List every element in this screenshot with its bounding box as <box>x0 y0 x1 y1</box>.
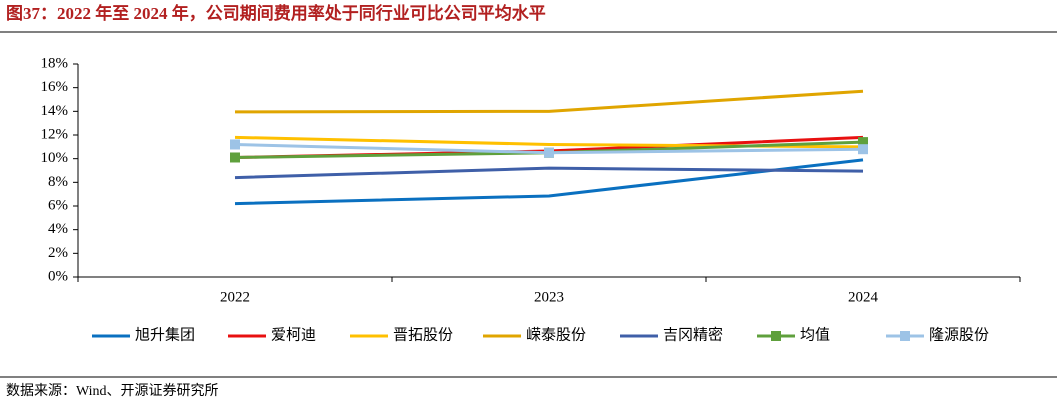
y-tick-label: 8% <box>48 174 68 190</box>
legend-label: 旭升集团 <box>135 326 195 343</box>
x-tick-label: 2022 <box>220 289 250 305</box>
source: 数据来源：Wind、开源证券研究所 <box>6 383 219 399</box>
point-marker <box>230 152 240 163</box>
y-tick-label: 4% <box>48 221 68 237</box>
legend-label: 嵘泰股份 <box>526 326 586 343</box>
legend-marker <box>771 331 781 341</box>
y-tick-label: 6% <box>48 197 68 213</box>
y-tick-label: 18% <box>41 55 69 71</box>
legend-label: 吉冈精密 <box>663 326 723 343</box>
y-tick-label: 14% <box>41 103 69 119</box>
legend-label: 爱柯迪 <box>271 326 316 343</box>
legend-label: 隆源股份 <box>929 326 989 343</box>
x-tick-label: 2023 <box>534 289 564 305</box>
series-line <box>234 89 864 114</box>
point-marker <box>858 137 868 148</box>
point-marker <box>230 139 240 150</box>
series-line <box>234 166 864 180</box>
y-tick-label: 12% <box>41 126 69 142</box>
legend-label: 均值 <box>800 326 830 343</box>
y-tick-label: 10% <box>41 150 69 166</box>
point-marker <box>858 144 868 155</box>
y-tick-label: 0% <box>48 268 68 284</box>
y-tick-label: 16% <box>41 79 69 95</box>
series-line <box>234 158 864 206</box>
x-tick-label: 2024 <box>848 289 879 305</box>
y-tick-label: 2% <box>48 245 68 261</box>
point-marker <box>544 147 554 158</box>
chart-title: 图37：2022 年至 2024 年，公司期间费用率处于同行业可比公司平均水平 <box>6 3 546 23</box>
legend-label: 晋拓股份 <box>393 326 453 343</box>
legend-marker <box>900 331 910 341</box>
